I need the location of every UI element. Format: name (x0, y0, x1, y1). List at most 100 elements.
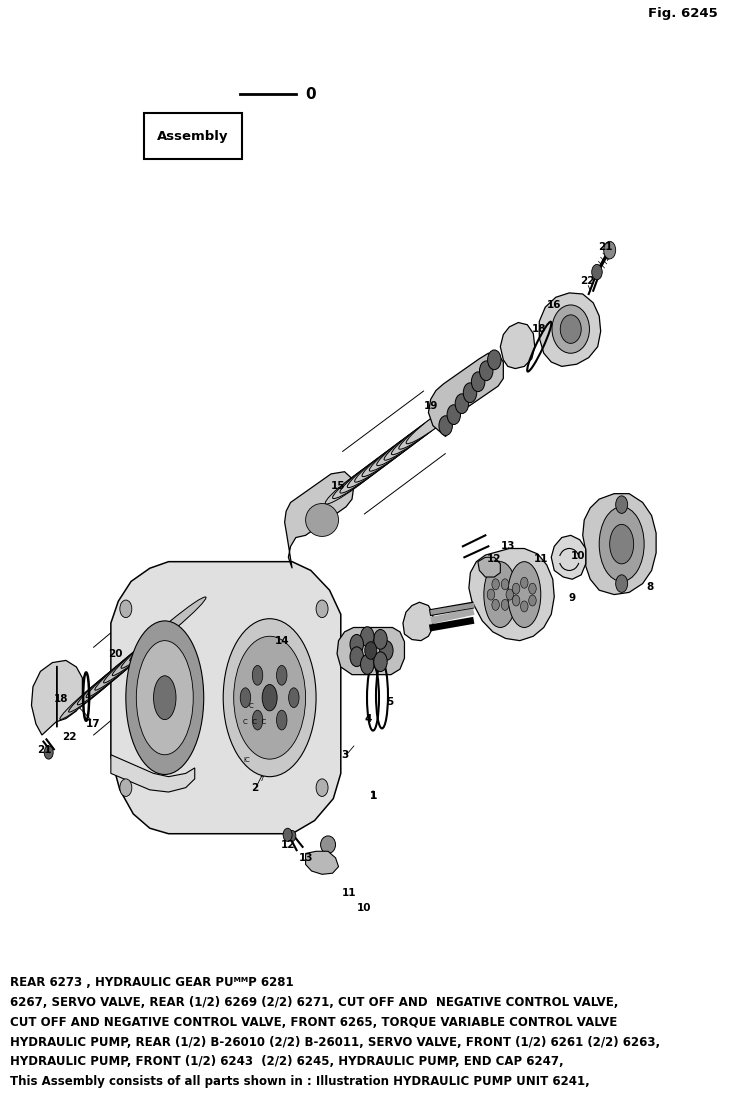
Ellipse shape (60, 663, 127, 720)
Ellipse shape (154, 676, 176, 720)
Ellipse shape (463, 383, 476, 403)
Text: 1: 1 (369, 791, 377, 802)
Ellipse shape (488, 350, 501, 370)
Ellipse shape (126, 621, 204, 774)
Ellipse shape (506, 589, 514, 600)
Ellipse shape (377, 422, 434, 466)
Ellipse shape (86, 641, 154, 698)
Polygon shape (583, 494, 656, 595)
Text: 8: 8 (646, 581, 654, 592)
Polygon shape (337, 627, 404, 675)
Ellipse shape (333, 455, 389, 499)
Ellipse shape (155, 687, 170, 735)
Ellipse shape (501, 599, 509, 610)
Ellipse shape (120, 779, 132, 796)
Ellipse shape (604, 241, 616, 259)
Ellipse shape (155, 660, 170, 709)
Ellipse shape (44, 746, 53, 759)
Polygon shape (428, 353, 503, 437)
FancyBboxPatch shape (144, 113, 242, 159)
Text: 20: 20 (108, 648, 123, 659)
Ellipse shape (316, 779, 328, 796)
Text: 19: 19 (423, 400, 438, 411)
Polygon shape (285, 472, 354, 568)
Ellipse shape (283, 828, 292, 841)
Ellipse shape (316, 600, 328, 618)
Text: 6267, SERVO VALVE, REAR (1/2) 6269 (2/2) 6271, CUT OFF AND  NEGATIVE CONTROL VAL: 6267, SERVO VALVE, REAR (1/2) 6269 (2/2)… (10, 996, 618, 1009)
Ellipse shape (369, 428, 426, 472)
Text: 3: 3 (341, 749, 348, 760)
Ellipse shape (234, 636, 306, 759)
Polygon shape (469, 548, 554, 641)
Polygon shape (111, 562, 341, 834)
Ellipse shape (157, 654, 172, 703)
Ellipse shape (69, 655, 136, 712)
Ellipse shape (157, 693, 172, 742)
Ellipse shape (321, 836, 336, 853)
Text: 21: 21 (37, 745, 52, 756)
Ellipse shape (160, 687, 175, 735)
Text: C: C (249, 702, 253, 709)
Ellipse shape (521, 577, 528, 588)
Ellipse shape (439, 416, 452, 436)
Polygon shape (539, 293, 601, 366)
Ellipse shape (610, 524, 634, 564)
Text: This Assembly consists of all parts shown in : Illustration HYDRAULIC PUMP UNIT : This Assembly consists of all parts show… (10, 1075, 589, 1088)
Ellipse shape (508, 562, 541, 627)
Ellipse shape (512, 584, 520, 595)
Text: CUT OFF AND NEGATIVE CONTROL VALVE, FRONT 6265, TORQUE VARIABLE CONTROL VALVE: CUT OFF AND NEGATIVE CONTROL VALVE, FRON… (10, 1016, 617, 1029)
Ellipse shape (340, 450, 396, 494)
Ellipse shape (512, 595, 520, 606)
Ellipse shape (360, 626, 374, 646)
Ellipse shape (223, 619, 316, 777)
Text: 12: 12 (280, 839, 295, 850)
Text: IC: IC (243, 757, 251, 764)
Ellipse shape (136, 641, 193, 755)
Text: 4: 4 (365, 713, 372, 724)
Text: 14: 14 (275, 635, 290, 646)
Text: 0: 0 (305, 87, 315, 102)
Ellipse shape (529, 584, 536, 595)
Ellipse shape (492, 579, 500, 590)
Text: 7: 7 (260, 776, 264, 782)
Ellipse shape (529, 595, 536, 606)
Ellipse shape (398, 406, 455, 450)
Ellipse shape (616, 496, 628, 513)
Ellipse shape (103, 626, 171, 683)
Text: 10: 10 (571, 551, 586, 562)
Ellipse shape (288, 830, 296, 841)
Text: REAR 6273 , HYDRAULIC GEAR PUᴹᴹP 6281: REAR 6273 , HYDRAULIC GEAR PUᴹᴹP 6281 (10, 976, 294, 989)
Ellipse shape (447, 405, 461, 425)
Ellipse shape (365, 642, 377, 659)
Text: 22: 22 (580, 275, 595, 286)
Text: 11: 11 (533, 554, 548, 565)
Polygon shape (111, 755, 195, 792)
Ellipse shape (374, 630, 387, 649)
Text: 18: 18 (54, 693, 69, 704)
Text: 10: 10 (357, 903, 372, 914)
Ellipse shape (350, 634, 363, 654)
Ellipse shape (599, 507, 644, 581)
Polygon shape (31, 660, 82, 735)
Ellipse shape (139, 597, 206, 654)
Ellipse shape (501, 579, 509, 590)
Ellipse shape (120, 600, 132, 618)
Ellipse shape (130, 604, 197, 661)
Text: 1: 1 (369, 791, 377, 802)
Text: 12: 12 (487, 554, 502, 565)
Ellipse shape (592, 264, 602, 280)
Text: HYDRAULIC PUMP, REAR (1/2) B-26010 (2/2) B-26011, SERVO VALVE, FRONT (1/2) 6261 : HYDRAULIC PUMP, REAR (1/2) B-26010 (2/2)… (10, 1036, 660, 1049)
Text: Fig. 6245: Fig. 6245 (648, 7, 718, 20)
Text: C  C  C: C C C (243, 719, 267, 725)
Text: 15: 15 (331, 480, 346, 491)
Ellipse shape (406, 400, 463, 444)
Text: 18: 18 (532, 324, 547, 335)
Ellipse shape (121, 611, 189, 668)
Ellipse shape (354, 439, 411, 483)
Ellipse shape (471, 372, 485, 392)
Ellipse shape (374, 652, 387, 671)
Text: 21: 21 (598, 241, 613, 252)
Ellipse shape (552, 305, 589, 353)
Text: 5: 5 (386, 697, 393, 708)
Ellipse shape (252, 666, 263, 686)
